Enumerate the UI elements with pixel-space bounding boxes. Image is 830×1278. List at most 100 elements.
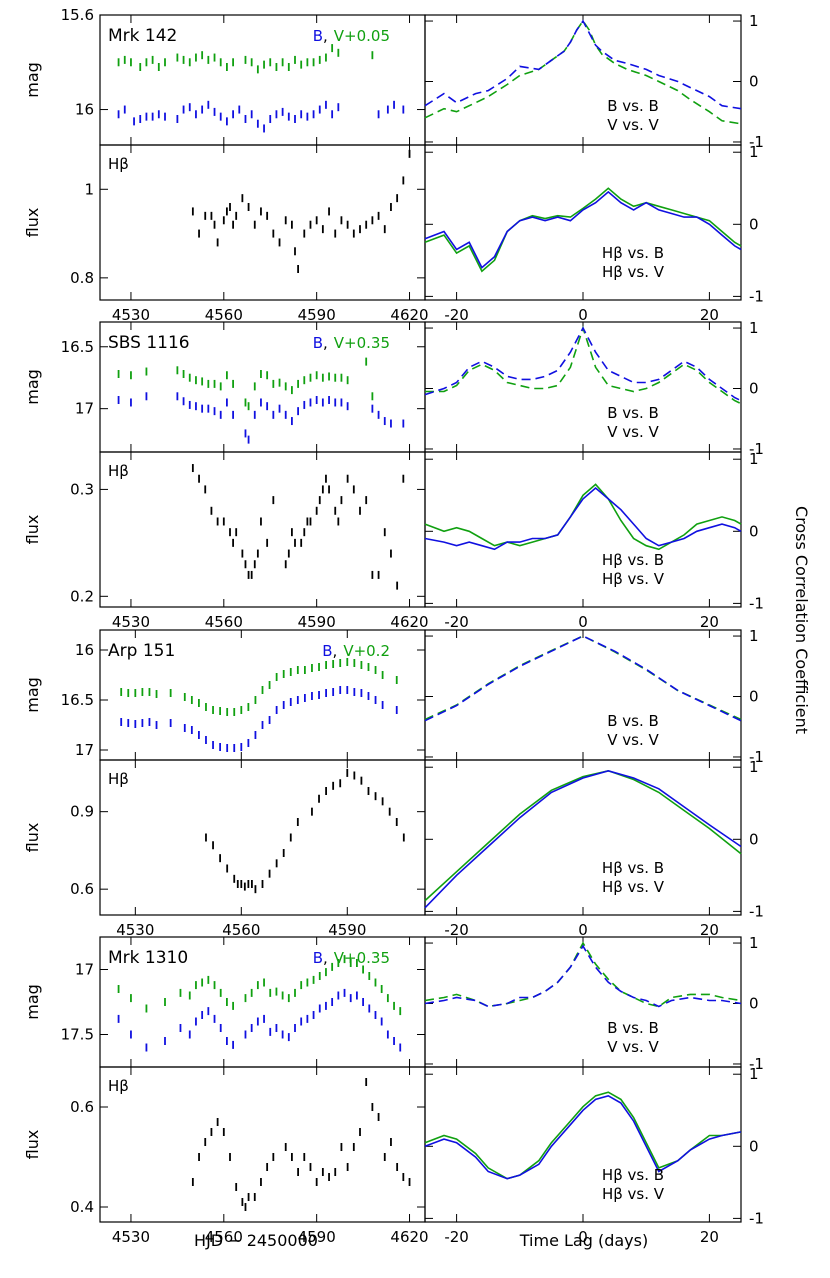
ccf-line-ytick-label: 1 (749, 1065, 759, 1083)
mag-panel: 16.5 17 SBS 1116 B, V+0.35 mag (23, 321, 426, 453)
ccf-auto-panel-frame (424, 936, 742, 1068)
ccf-auto-panel-frame (424, 14, 742, 146)
v-acf-line (425, 325, 742, 405)
legend-b: B (322, 642, 332, 660)
mag-axis-label: mag (23, 62, 42, 98)
flux-ytick-label: 0.8 (70, 269, 94, 287)
ccf-line-ytick-label: -1 (749, 287, 764, 305)
ccf-legend-b: Hβ vs. B (602, 244, 664, 262)
legend-v: V+0.35 (334, 949, 390, 967)
flux-axis-label: flux (23, 1130, 42, 1160)
flux-xtick-label: 4620 (390, 306, 428, 324)
flux-xtick-label: 4590 (298, 613, 336, 631)
ccf-legend-v: Hβ vs. V (602, 878, 665, 896)
acf-legend-b: B vs. B (607, 1019, 659, 1037)
ccf-line-ytick-label: 1 (749, 450, 759, 468)
ccf-line-ytick-label: -1 (749, 594, 764, 612)
ccf-auto-ytick-label: 0 (749, 73, 759, 91)
mag-panel: 15.6 16 Mrk 142 B, V+0.05 mag (23, 6, 426, 146)
ccf-line-xtick-label: 0 (578, 613, 588, 631)
b-acf-line (424, 19, 742, 110)
flux-xtick-label: 4620 (390, 613, 428, 631)
ccf-line-panel: -1 0 1 -20 0 20 Hβ vs. BHβ vs. V (424, 143, 764, 324)
ccf-line-xtick-label: -20 (444, 921, 469, 939)
line-panel: 0.4 0.6 4530 4560 4590 4620 Hβ flux (23, 1066, 429, 1246)
object-group: 17 17.5 Mrk 1310 B, V+0.35 mag 0.4 0.6 4530 4560 4… (23, 934, 764, 1246)
ccf-line-xtick-label: -20 (444, 306, 469, 324)
acf-legend-b: B vs. B (607, 404, 659, 422)
legend-sep: , (333, 642, 338, 660)
legend-sep: , (323, 949, 328, 967)
object-name: Mrk 142 (108, 26, 177, 46)
line-panel: 0.2 0.3 4530 4560 4590 4620 Hβ flux (23, 451, 429, 631)
v-acf-line (424, 941, 742, 1008)
flux-axis-label: flux (23, 823, 42, 853)
ccf-auto-ytick-label: 0 (749, 995, 759, 1013)
ccf-line-ytick-label: -1 (749, 902, 764, 920)
ccf-legend-b: Hβ vs. B (602, 1166, 664, 1184)
ccf-line-xtick-label: -20 (444, 613, 469, 631)
legend-b: B (313, 334, 323, 352)
ccf-line-panel: -1 0 1 -20 0 20 Hβ vs. BHβ vs. V (424, 450, 764, 631)
mag-ytick-label: 16.5 (61, 338, 94, 356)
legend-sep: , (323, 334, 328, 352)
mag-ytick-label: 16 (75, 641, 94, 659)
line-panel: 0.8 1 4530 4560 4590 4620 Hβ flux (23, 144, 429, 324)
flux-xtick-label: 4560 (205, 613, 243, 631)
ccf-line-xtick-label: 20 (700, 921, 719, 939)
acf-legend-b: B vs. B (607, 97, 659, 115)
flux-ytick-label: 0.3 (70, 480, 94, 498)
mag-legend: B, V+0.2 (322, 642, 390, 660)
flux-ytick-label: 0.2 (70, 587, 94, 605)
ccf-line-panel-frame (424, 144, 742, 301)
mag-ytick-label: 17.5 (61, 1026, 94, 1044)
ccf-line-ytick-label: 1 (749, 143, 759, 161)
object-group: 16 16.5 17 Arp 151 B, V+0.2 mag 0.6 0.9 4530 4560 4… (23, 627, 764, 939)
hbeta-b-ccf-line (424, 769, 742, 909)
hbeta-v-ccf-line (424, 1091, 742, 1180)
ccf-auto-panel-frame (424, 321, 742, 453)
ccf-line-panel: -1 0 1 -20 0 20 Hβ vs. BHβ vs. V (424, 758, 764, 939)
line-panel-frame (99, 144, 426, 301)
ccf-line-panel-frame (424, 759, 742, 916)
ccf-legend-v: Hβ vs. V (602, 1185, 665, 1203)
hbeta-label: Hβ (108, 155, 129, 173)
ccf-line-ytick-label: -1 (749, 1209, 764, 1227)
line-panel: 0.6 0.9 4530 4560 4590 Hβ flux (23, 759, 426, 939)
mag-axis-label: mag (23, 369, 42, 405)
flux-xtick-label: 4590 (328, 921, 366, 939)
right-ylabel: Cross Correlation Coefficient (792, 506, 811, 734)
hbeta-b-ccf-line (424, 190, 742, 269)
hbeta-b-ccf-line (424, 486, 742, 551)
flux-xtick-label: 4530 (112, 1228, 150, 1246)
ccf-auto-ytick-label: 0 (749, 380, 759, 398)
right-xlabel: Time Lag (days) (519, 1231, 648, 1250)
mag-legend: B, V+0.05 (313, 27, 390, 45)
mag-ytick-label: 15.6 (61, 6, 94, 24)
ccf-auto-ytick-label: 1 (749, 627, 759, 645)
mag-ytick-label: 16.5 (61, 691, 94, 709)
ccf-auto-ytick-label: 1 (749, 319, 759, 337)
ccf-line-ytick-label: 0 (749, 522, 759, 540)
b-acf-line (424, 635, 742, 722)
flux-axis-label: flux (23, 208, 42, 238)
mag-ytick-label: 17 (75, 961, 94, 979)
ccf-line-panel: -1 0 1 -20 0 20 Hβ vs. BHβ vs. V (424, 1065, 764, 1246)
acf-legend-v: V vs. V (607, 731, 659, 749)
flux-xtick-label: 4560 (222, 921, 260, 939)
mag-axis-label: mag (23, 984, 42, 1020)
b-acf-line (424, 944, 742, 1008)
legend-sep: , (323, 27, 328, 45)
v-acf-line (424, 635, 742, 721)
acf-legend-v: V vs. V (607, 423, 659, 441)
line-panel-frame (99, 759, 426, 916)
ccf-line-xtick-label: 20 (700, 613, 719, 631)
object-group: 15.6 16 Mrk 142 B, V+0.05 mag 0.8 1 4530 4560 4590… (23, 6, 764, 324)
line-panel-frame (99, 451, 426, 608)
mag-legend: B, V+0.35 (313, 949, 390, 967)
ccf-line-xtick-label: -20 (444, 1228, 469, 1246)
flux-xtick-label: 4530 (116, 921, 154, 939)
flux-axis-label: flux (23, 515, 42, 545)
ccf-auto-panel: -1 0 1 B vs. BV vs. V (424, 627, 764, 766)
